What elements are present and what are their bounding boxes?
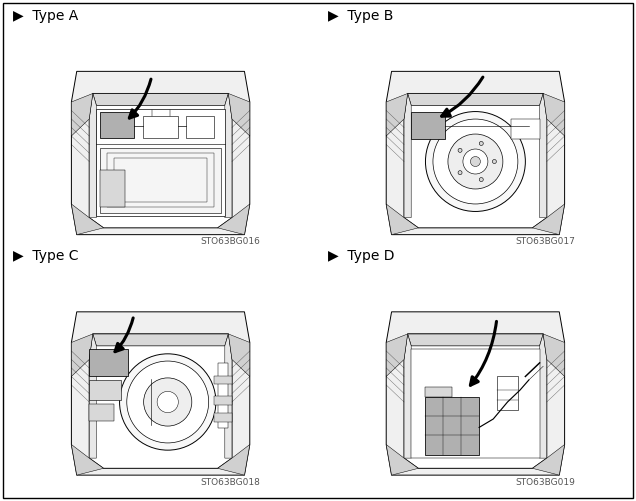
Circle shape — [458, 171, 462, 175]
Polygon shape — [71, 71, 250, 234]
Polygon shape — [404, 334, 547, 468]
Polygon shape — [218, 204, 250, 234]
Polygon shape — [100, 148, 221, 212]
Polygon shape — [89, 334, 232, 468]
Circle shape — [127, 361, 209, 443]
Circle shape — [471, 156, 480, 166]
Circle shape — [433, 119, 518, 204]
Text: STO63BG017: STO63BG017 — [515, 237, 575, 246]
Polygon shape — [532, 444, 565, 475]
Polygon shape — [89, 404, 114, 421]
Polygon shape — [386, 204, 418, 234]
Polygon shape — [411, 112, 445, 139]
Polygon shape — [539, 94, 547, 217]
Polygon shape — [225, 334, 232, 458]
Polygon shape — [225, 94, 232, 217]
Polygon shape — [97, 109, 225, 216]
Polygon shape — [93, 94, 228, 105]
Polygon shape — [408, 334, 543, 346]
Text: STO63BG018: STO63BG018 — [200, 478, 260, 487]
Polygon shape — [411, 349, 539, 458]
Polygon shape — [71, 312, 250, 475]
Polygon shape — [186, 116, 214, 138]
Polygon shape — [214, 376, 232, 384]
Polygon shape — [543, 334, 565, 376]
Polygon shape — [228, 94, 250, 136]
Polygon shape — [386, 94, 408, 136]
Polygon shape — [214, 396, 232, 404]
Polygon shape — [543, 94, 565, 136]
Polygon shape — [71, 334, 93, 376]
Polygon shape — [218, 444, 250, 475]
Circle shape — [480, 177, 483, 181]
Circle shape — [120, 354, 216, 450]
Polygon shape — [497, 376, 518, 410]
Polygon shape — [71, 94, 93, 136]
Polygon shape — [386, 71, 565, 234]
Circle shape — [458, 148, 462, 152]
Polygon shape — [386, 334, 408, 376]
Circle shape — [157, 391, 178, 413]
Polygon shape — [71, 444, 104, 475]
Polygon shape — [408, 94, 543, 105]
Polygon shape — [404, 94, 547, 228]
Polygon shape — [425, 397, 479, 455]
Text: ▶  Type D: ▶ Type D — [328, 249, 394, 263]
Polygon shape — [539, 334, 547, 458]
Polygon shape — [404, 94, 411, 217]
Polygon shape — [89, 380, 121, 400]
Text: ▶  Type C: ▶ Type C — [13, 249, 78, 263]
Polygon shape — [386, 312, 565, 475]
Polygon shape — [511, 119, 539, 139]
Polygon shape — [93, 334, 228, 346]
Circle shape — [492, 159, 496, 163]
Circle shape — [480, 141, 483, 145]
Text: ▶  Type B: ▶ Type B — [328, 9, 393, 23]
Text: STO63BG019: STO63BG019 — [515, 478, 575, 487]
Polygon shape — [89, 94, 232, 228]
Polygon shape — [386, 444, 418, 475]
Circle shape — [425, 112, 525, 211]
Polygon shape — [71, 204, 104, 234]
Circle shape — [463, 149, 488, 174]
Polygon shape — [89, 94, 97, 217]
Polygon shape — [100, 170, 125, 207]
Polygon shape — [218, 363, 228, 427]
Polygon shape — [89, 349, 128, 376]
Text: STO63BG016: STO63BG016 — [200, 237, 260, 246]
Polygon shape — [532, 204, 565, 234]
Text: ▶  Type A: ▶ Type A — [13, 9, 78, 23]
Polygon shape — [142, 116, 179, 138]
Polygon shape — [100, 112, 134, 138]
Polygon shape — [425, 387, 452, 397]
Circle shape — [448, 134, 503, 189]
Polygon shape — [228, 334, 250, 376]
Polygon shape — [214, 413, 232, 421]
Polygon shape — [404, 334, 411, 458]
Circle shape — [144, 378, 192, 426]
Polygon shape — [89, 334, 97, 458]
